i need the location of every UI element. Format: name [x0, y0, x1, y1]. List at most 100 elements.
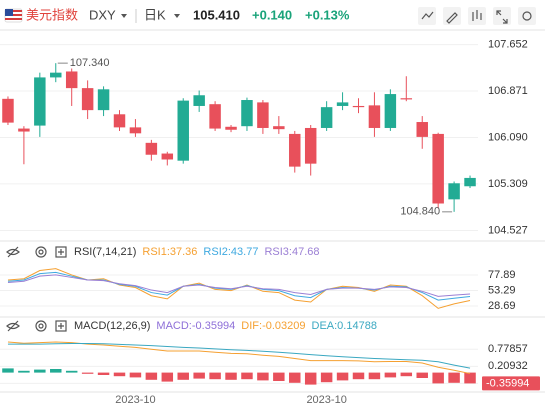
indicator-line [7, 343, 471, 369]
histogram-bar [193, 372, 205, 379]
candle-body [368, 105, 381, 128]
legend-entry: DEA:0.14788 [312, 320, 377, 332]
histogram-bar [50, 369, 62, 373]
change-percent: +0.13% [305, 7, 350, 22]
candle-body [177, 100, 189, 161]
histogram-bar [400, 372, 413, 377]
candle-body [18, 128, 30, 132]
y-tick-label: 106.090 [488, 131, 528, 143]
y-tick-label: 53.29 [488, 284, 516, 296]
macd-panel-icons [6, 320, 67, 332]
y-tick-label: 104.527 [488, 224, 528, 236]
candle-body [416, 122, 428, 137]
x-tick-label: 2023-10 [306, 394, 346, 406]
legend-entry: RSI1:37.36 [142, 246, 197, 258]
candle-body [97, 89, 110, 111]
histogram-bar [352, 372, 365, 380]
histogram-bar [273, 372, 285, 381]
candle-body [161, 153, 174, 160]
candle-body [81, 88, 94, 111]
hide-icon[interactable] [6, 246, 20, 258]
x-tick-label: 2023-10 [115, 394, 155, 406]
histogram-bar [368, 372, 381, 380]
histogram-bar [177, 372, 189, 380]
add-icon[interactable] [55, 246, 67, 258]
histogram-bar [18, 370, 30, 373]
histogram-bar [129, 372, 142, 378]
histogram-bar [448, 372, 460, 383]
y-tick-label: 77.89 [488, 269, 516, 281]
candle-body [113, 114, 126, 128]
period[interactable]: 日K [144, 7, 166, 22]
toolbar [418, 7, 536, 25]
legend-entry: DIF:-0.03209 [241, 320, 305, 332]
candle-body [384, 94, 397, 128]
annotation: 104.840 [400, 206, 440, 218]
y-tick-label: 105.309 [488, 178, 528, 190]
draw-button[interactable] [443, 7, 461, 25]
candle-body [273, 126, 285, 130]
histogram-bar [34, 369, 46, 373]
candle-body [320, 107, 333, 128]
indicator-button[interactable] [418, 7, 436, 25]
y-tick-label: -0.35994 [486, 377, 529, 389]
candle-body [289, 133, 301, 167]
index-name: 美元指数 [26, 7, 78, 22]
price: 105.410 [193, 7, 240, 22]
histogram-bar [336, 372, 349, 381]
candle-body [304, 127, 317, 164]
candle-body [400, 98, 413, 100]
histogram-bar [257, 372, 269, 381]
candle-body [352, 105, 365, 108]
symbol[interactable]: DXY [89, 7, 116, 22]
histogram-bar [416, 372, 428, 378]
legend-entry: MACD:-0.35994 [156, 320, 235, 332]
histogram-bar [81, 372, 94, 374]
hide-icon[interactable] [6, 320, 20, 332]
histogram-bar [161, 372, 174, 382]
candle-body [209, 104, 221, 129]
histogram-bar [464, 372, 476, 384]
candle-body [193, 95, 205, 106]
current-value-box [482, 376, 540, 391]
histogram-bar [241, 372, 253, 380]
fullscreen-button[interactable] [493, 7, 511, 25]
histogram-bar [225, 372, 237, 380]
y-tick-label: 28.69 [488, 300, 516, 312]
candle-body [129, 127, 142, 134]
annotation: 107.340 [70, 57, 110, 69]
y-tick-label: 0.77857 [488, 343, 528, 355]
candle-body [34, 77, 46, 126]
dropdown-arrow[interactable] [121, 14, 127, 18]
change: +0.140 [252, 7, 292, 22]
candle-body [336, 102, 349, 106]
candle-body [145, 142, 158, 155]
candle-body [432, 133, 444, 204]
settings-icon[interactable] [35, 246, 47, 258]
candle-body [448, 183, 460, 200]
settings-button[interactable] [518, 7, 536, 25]
candle-body [257, 102, 269, 128]
histogram-bar [320, 372, 333, 383]
dropdown-arrow[interactable] [174, 14, 180, 18]
legend-entry: RSI3:47.68 [264, 246, 319, 258]
y-tick-label: 106.871 [488, 85, 528, 97]
add-icon[interactable] [55, 320, 67, 332]
indicator-line [7, 274, 471, 297]
histogram-bar [289, 372, 301, 383]
histogram-bar [384, 372, 397, 378]
histogram-bar [113, 372, 126, 377]
histogram-bar [209, 372, 221, 380]
chart-type-button[interactable] [468, 7, 486, 25]
y-tick-label: 0.20932 [488, 360, 528, 372]
candle-body [2, 98, 14, 123]
histogram-bar [2, 368, 14, 373]
candle-body [65, 71, 78, 89]
indicator-title: MACD(12,26,9) [74, 320, 150, 332]
histogram-bar [432, 372, 444, 384]
candle-body [241, 100, 253, 127]
histogram-bar [145, 372, 158, 380]
candle-body [225, 126, 237, 130]
settings-icon[interactable] [35, 320, 47, 332]
